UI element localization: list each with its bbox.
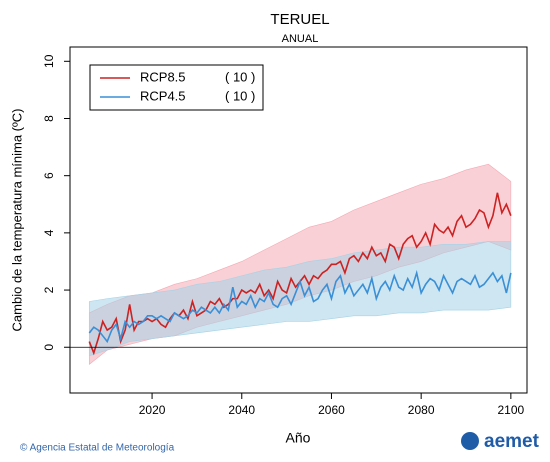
logo-text: aemet bbox=[484, 431, 540, 452]
chart-subtitle: ANUAL bbox=[282, 33, 319, 45]
legend-box bbox=[89, 64, 264, 111]
uncertainty-band bbox=[88, 241, 512, 357]
y-tick-label: 4 bbox=[42, 229, 56, 236]
y-tick-label: 0 bbox=[42, 344, 56, 351]
series-line bbox=[88, 269, 512, 344]
y-tick-label: 2 bbox=[42, 286, 56, 293]
legend-label: RCP8.5 bbox=[140, 69, 186, 84]
legend-note: ( 10 ) bbox=[225, 88, 255, 103]
y-tick-label: 10 bbox=[42, 54, 56, 68]
plot-frame bbox=[69, 46, 528, 394]
footer: © Agencia Estatal de Meteorología bbox=[20, 443, 175, 454]
chart-title: TERUEL bbox=[270, 11, 329, 28]
x-axis-label: Año bbox=[286, 430, 311, 446]
y-axis-label: Cambio de la temperatura mínima (ºC) bbox=[9, 109, 24, 332]
x-tick-label: 2060 bbox=[318, 403, 345, 417]
x-tick-label: 2100 bbox=[498, 403, 525, 417]
logo: aemet bbox=[461, 431, 540, 452]
x-tick-label: 2020 bbox=[139, 403, 166, 417]
legend-label: RCP4.5 bbox=[140, 88, 186, 103]
y-tick-label: 6 bbox=[42, 172, 56, 179]
x-tick-label: 2040 bbox=[228, 403, 255, 417]
y-tick-label: 8 bbox=[42, 115, 56, 122]
legend-note: ( 10 ) bbox=[225, 69, 255, 84]
x-tick-label: 2080 bbox=[408, 403, 435, 417]
